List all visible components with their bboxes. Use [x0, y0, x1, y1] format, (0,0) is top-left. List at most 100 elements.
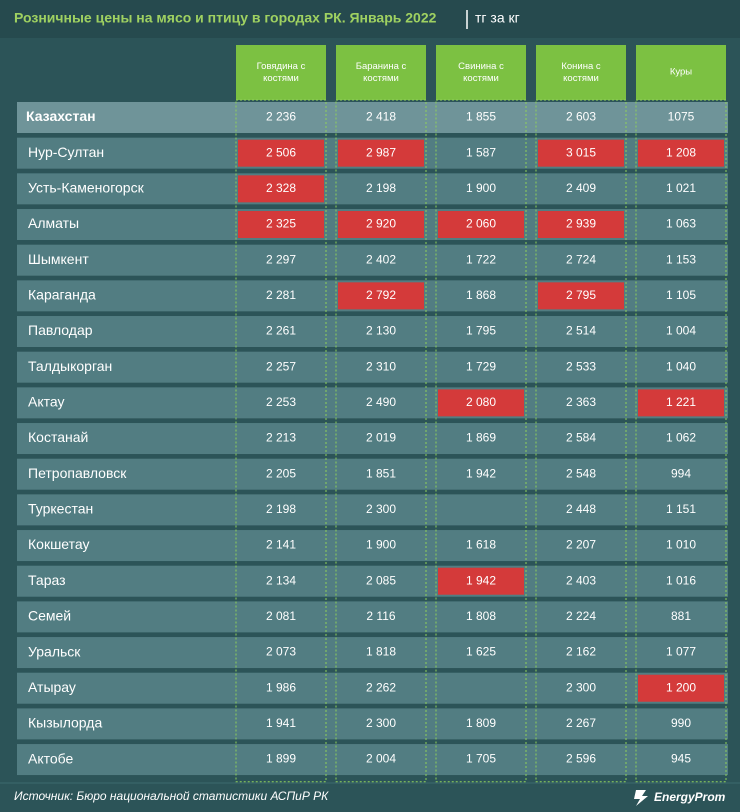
cell-value: 2 514 [566, 324, 596, 338]
cell-value: 1 986 [266, 680, 296, 694]
cell-value: 2 724 [566, 252, 596, 266]
cell-value: 2 402 [366, 252, 396, 266]
title-bar [0, 0, 740, 38]
cell-value: 2 085 [366, 573, 396, 587]
cell-value: 2 236 [266, 110, 296, 124]
cell-value: 1 016 [666, 573, 696, 587]
cell-value: 1 040 [666, 359, 696, 373]
column-header-cell [536, 45, 626, 100]
cell-value: 1 587 [466, 145, 496, 159]
row-name: Павлодар [28, 322, 93, 338]
cell-value: 2 281 [266, 288, 296, 302]
column-header-cell [636, 45, 726, 100]
row-name: Туркестан [28, 501, 93, 517]
cell-value: 2 198 [366, 181, 396, 195]
column-outline [335, 99, 427, 783]
column-header: Баранина с костями [356, 61, 407, 84]
highlight-cell [638, 674, 724, 702]
column-outline [535, 99, 627, 783]
cell-value: 1 808 [466, 609, 496, 623]
cell-value: 2 328 [266, 181, 296, 195]
highlight-cell [238, 175, 324, 203]
cell-value: 3 015 [566, 145, 596, 159]
cell-value: 2 300 [366, 502, 396, 516]
cell-value: 2 792 [366, 288, 396, 302]
highlight-cell [638, 389, 724, 417]
cell-value: 1 010 [666, 538, 696, 552]
highlight-cell [538, 282, 624, 310]
cell-value: 2 019 [366, 431, 396, 445]
column-outline [235, 99, 327, 783]
row-band [17, 351, 728, 383]
row-name: Актау [28, 394, 65, 410]
row-band [17, 565, 728, 597]
cell-value: 1 729 [466, 359, 496, 373]
logo-icon [634, 790, 648, 806]
cell-value: 2 939 [566, 217, 596, 231]
row-band [17, 387, 728, 419]
cell-value: 1 941 [266, 716, 296, 730]
cell-value: 881 [671, 609, 691, 623]
cell-value: 2 213 [266, 431, 296, 445]
cell-value: 1 705 [466, 752, 496, 766]
row-name: Актобе [28, 750, 74, 766]
column-header-cell [436, 45, 526, 100]
row-name: Петропавловск [28, 465, 127, 481]
cell-value: 2 409 [566, 181, 596, 195]
highlight-cell [438, 211, 524, 239]
cell-value: 1 062 [666, 431, 696, 445]
highlight-cell [438, 389, 524, 417]
cell-value: 945 [671, 752, 691, 766]
column-header: Куры [670, 67, 692, 78]
column-header: Конина с костями [561, 61, 601, 84]
cell-value: 2 297 [266, 252, 296, 266]
row-name: Кокшетау [28, 536, 90, 552]
row-band [17, 423, 728, 455]
cell-value: 1 795 [466, 324, 496, 338]
cell-value: 1 900 [466, 181, 496, 195]
table: Говядина с костями Баранина с костями Свинин… [17, 45, 728, 783]
cell-value: 2 162 [566, 645, 596, 659]
row-name: Атырау [28, 679, 76, 695]
cell-value: 2 506 [266, 145, 296, 159]
cell-value: 1 618 [466, 538, 496, 552]
highlight-cell [338, 282, 424, 310]
cell-value: 2 224 [566, 609, 596, 623]
cell-value: 1 855 [466, 110, 496, 124]
cell-value: 2 261 [266, 324, 296, 338]
cell-value: 1 900 [366, 538, 396, 552]
cell-value: 2 448 [566, 502, 596, 516]
row-name: Казахстан [26, 108, 96, 124]
cell-value: 1 942 [466, 466, 496, 480]
cell-value: 2 403 [566, 573, 596, 587]
cell-value: 2 533 [566, 359, 596, 373]
cell-value: 2 116 [366, 609, 395, 623]
cell-value: 2 795 [566, 288, 596, 302]
cell-value: 1 153 [666, 252, 696, 266]
cell-value: 1 221 [666, 395, 696, 409]
highlight-cell [238, 139, 324, 167]
cell-value: 2 325 [266, 217, 296, 231]
cell-value: 2 134 [266, 573, 296, 587]
row-band [17, 244, 728, 276]
cell-value: 2 130 [366, 324, 396, 338]
column-outline [435, 99, 527, 783]
cell-value: 1 077 [666, 645, 696, 659]
cell-value: 2 267 [566, 716, 596, 730]
highlight-cell [238, 211, 324, 239]
row-name: Усть-Каменогорск [28, 180, 145, 196]
row-name: Караганда [28, 287, 96, 303]
cell-value: 2 060 [466, 217, 496, 231]
row-name: Костанай [28, 429, 88, 445]
column-header-cell [336, 45, 426, 100]
row-name: Алматы [28, 215, 79, 231]
cell-value: 2 080 [466, 395, 496, 409]
cell-value: 2 596 [566, 752, 596, 766]
row-name: Нур-Султан [28, 144, 104, 160]
cell-value: 1 004 [666, 324, 696, 338]
cell-value: 2 548 [566, 466, 596, 480]
row-name: Семей [28, 608, 71, 624]
cell-value: 2 207 [566, 538, 596, 552]
cell-value: 2 073 [266, 645, 296, 659]
